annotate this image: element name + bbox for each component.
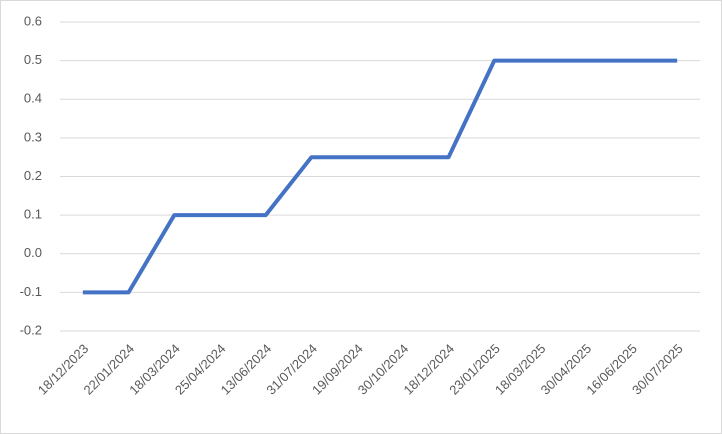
y-tick-label: 0.0	[24, 245, 42, 260]
y-tick-label: 0.1	[24, 207, 42, 222]
y-tick-label: -0.2	[20, 322, 42, 337]
line	[82, 58, 678, 295]
y-tick-label: 0.6	[24, 13, 42, 28]
y-tick-label: 0.5	[24, 52, 42, 67]
y-tick-label: 0.4	[24, 91, 42, 106]
y-tick-label: 0.3	[24, 129, 42, 144]
y-tick-label: -0.1	[20, 284, 42, 299]
y-tick-label: 0.2	[24, 168, 42, 183]
